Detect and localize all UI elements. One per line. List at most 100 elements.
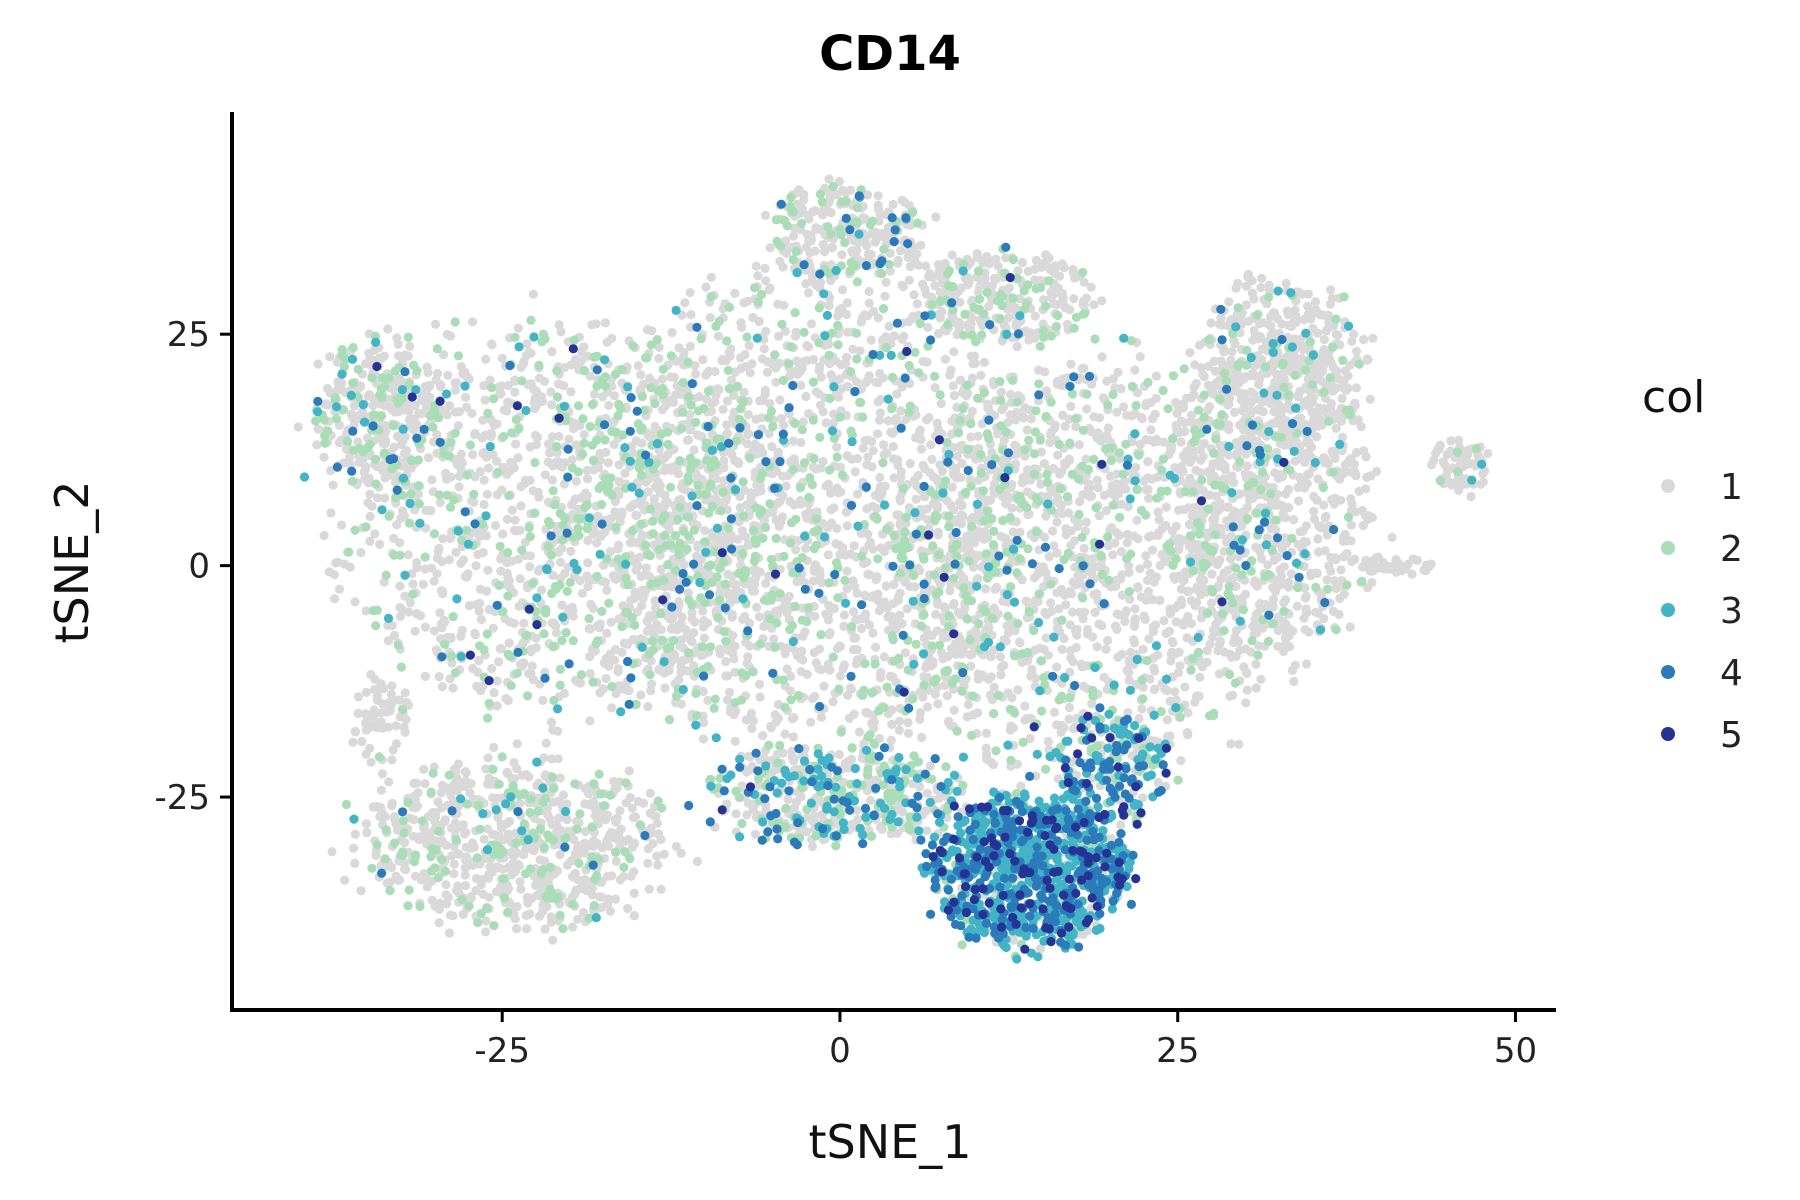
scatter-point [874,415,885,425]
scatter-point [361,606,371,616]
scatter-point [810,611,820,622]
scatter-point [786,671,796,682]
scatter-point [1340,529,1350,539]
scatter-point [1297,449,1308,459]
scatter-point [925,468,935,478]
scatter-point [432,448,442,458]
scatter-point [1127,411,1137,421]
scatter-point [789,456,799,466]
scatter-point [531,633,541,643]
scatter-point [755,692,765,702]
scatter-point [497,353,507,363]
scatter-point [1089,589,1099,600]
scatter-point [345,562,355,572]
scatter-point [387,620,397,631]
scatter-point [656,625,666,635]
scatter-point [600,527,610,537]
scatter-point [667,623,677,633]
scatter-point [1015,527,1025,538]
scatter-point [743,430,753,440]
scatter-point [1146,572,1156,583]
scatter-point [667,327,677,338]
scatter-point [736,353,746,363]
scatter-point [467,317,478,327]
scatter-point [884,321,894,331]
scatter-point [784,591,794,601]
scatter-point [750,565,761,575]
scatter-point [656,564,666,574]
scatter-point [629,557,640,567]
scatter-point [492,701,502,711]
scatter-point [1238,425,1249,435]
scatter-point [823,550,833,560]
scatter-point [1097,621,1107,631]
scatter-point [330,594,340,604]
scatter-point [463,372,473,382]
scatter-point [743,652,753,662]
scatter-point [676,657,686,667]
scatter-point [471,600,481,610]
scatter-point [642,626,652,636]
scatter-point [794,364,804,374]
scatter-point [1079,277,1089,287]
scatter-point [868,501,878,511]
scatter-point [1195,445,1206,455]
scatter-point [389,533,399,544]
scatter-point [1248,493,1258,503]
scatter-point [1031,255,1041,265]
scatter-point [850,467,860,477]
scatter-point [714,385,724,395]
scatter-point [645,373,655,383]
scatter-point [698,734,709,744]
scatter-point [410,626,420,636]
scatter-point [1285,642,1295,652]
scatter-point [483,565,493,575]
scatter-point [435,608,445,618]
scatter-point [746,708,757,719]
scatter-point [748,312,758,323]
scatter-point [674,600,684,610]
scatter-point [1266,498,1276,508]
scatter-point [313,359,323,369]
scatter-point [775,395,785,405]
scatter-point [775,256,785,266]
scatter-point [701,282,711,292]
scatter-point [970,358,980,368]
scatter-point [863,569,873,580]
scatter-point [591,319,601,329]
scatter-point [974,527,984,537]
scatter-point [659,466,669,476]
scatter-point [986,672,996,682]
scatter-point [619,638,629,648]
scatter-point [718,476,729,486]
scatter-point [1199,575,1209,586]
scatter-point [889,331,899,341]
scatter-point [910,582,920,592]
scatter-point [606,703,617,713]
scatter-point [479,499,489,510]
scatter-point [798,417,808,427]
scatter-point [664,666,674,676]
scatter-point [528,486,538,496]
scatter-point [849,709,859,719]
scatter-point [524,347,534,357]
scatter-point [949,598,959,609]
scatter-point [464,601,474,611]
scatter-point [638,379,648,389]
scatter-point [479,381,489,391]
scatter-point [1124,657,1134,668]
scatter-point [953,320,963,330]
scatter-point [369,345,380,355]
scatter-point [824,339,834,349]
scatter-point [643,702,653,712]
scatter-point [967,406,977,416]
scatter-point [684,418,694,428]
scatter-point [636,571,646,582]
scatter-point [1146,425,1156,435]
scatter-point [1008,723,1019,733]
scatter-point [946,644,956,654]
scatter-point [1085,483,1095,493]
scatter-point [780,649,790,659]
scatter-point [1112,624,1122,635]
scatter-point [896,246,906,256]
